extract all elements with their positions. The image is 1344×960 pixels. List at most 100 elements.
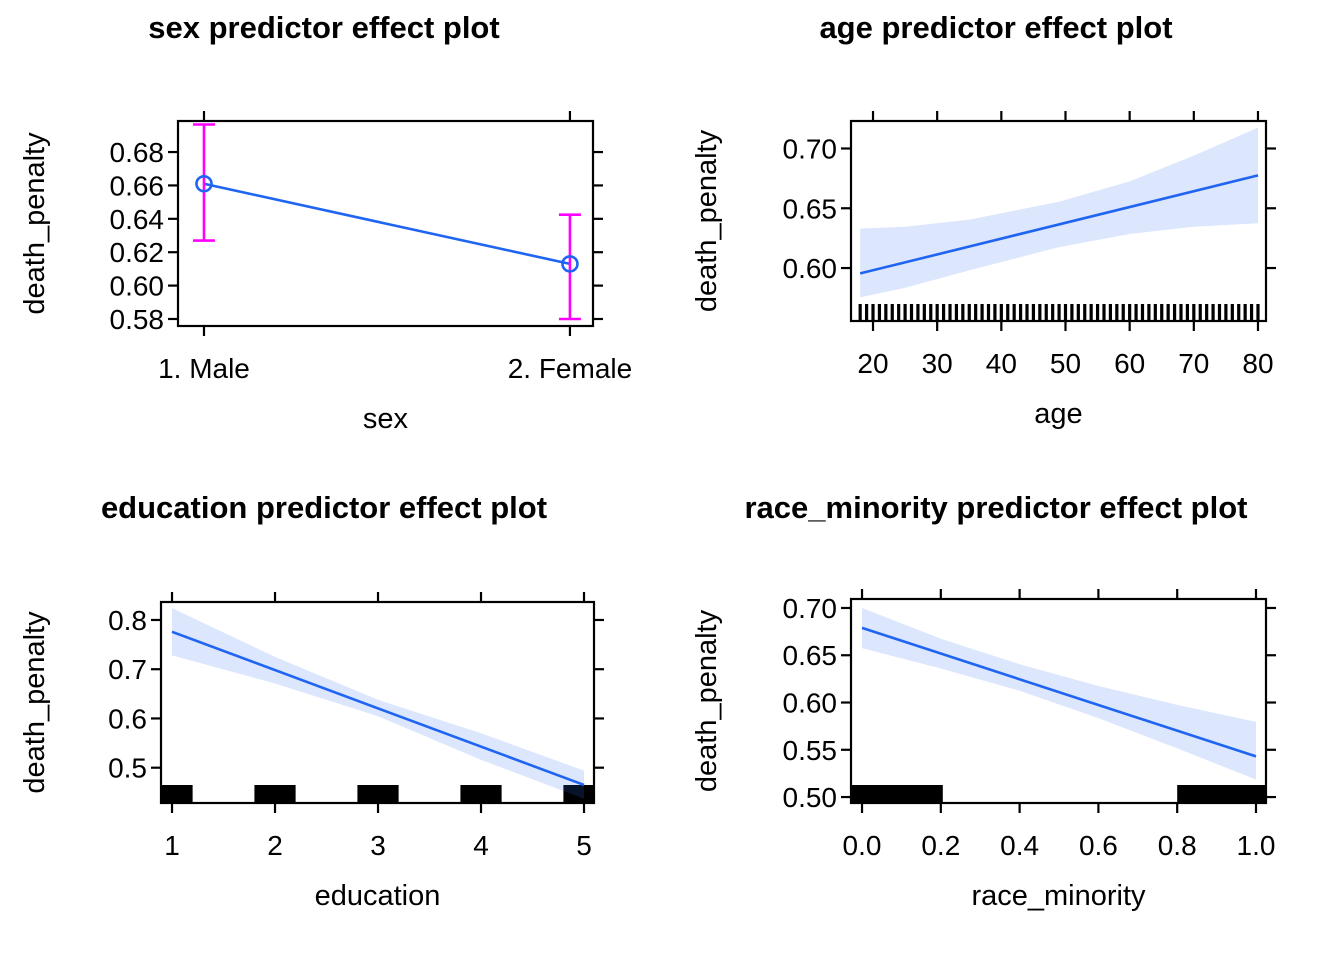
rug-tick	[1038, 304, 1042, 321]
rug-block	[1177, 785, 1266, 803]
fit-line	[203, 182, 571, 266]
rug-tick	[903, 304, 907, 321]
rug-tick	[1076, 304, 1080, 321]
y-axis-label: death_penalty	[691, 129, 723, 312]
y-tick-label: 0.65	[783, 640, 838, 671]
fit-line	[859, 174, 1259, 275]
rug-tick	[1211, 304, 1215, 321]
rug-tick	[954, 304, 959, 321]
x-tick-label: 0.8	[1158, 830, 1197, 861]
rug-tick	[1089, 304, 1093, 321]
rug-tick	[858, 304, 862, 321]
rug-tick	[909, 304, 914, 321]
plot-canvas: 0.0 0.2 0.4 0.6 0.8 1.0 0.50 0.55 0.60 0.65 0.70 ra…	[691, 589, 1276, 912]
axis-ticks	[151, 592, 604, 813]
rug-tick	[1147, 304, 1151, 321]
y-tick-label: 0.55	[783, 735, 838, 766]
error-bar	[558, 213, 581, 321]
x-tick-label: 70	[1178, 348, 1209, 379]
rug-tick	[1044, 304, 1048, 321]
x-tick-label: 2. Female	[508, 353, 633, 384]
panel-education: education predictor effect plot 1 2 3 4 5 0.5…	[0, 480, 672, 960]
rug-tick	[922, 304, 926, 321]
rug-tick	[916, 304, 920, 321]
rug-tick	[929, 304, 933, 321]
rug-marks	[851, 785, 1266, 803]
rug-tick	[1217, 304, 1222, 321]
y-tick-label: 0.70	[783, 133, 838, 164]
rug-tick	[1237, 304, 1241, 321]
y-axis-label: death_penalty	[691, 609, 723, 792]
x-tick-label: 3	[370, 830, 386, 861]
rug-tick	[1108, 304, 1113, 321]
rug-tick	[1115, 304, 1119, 321]
panel-race_minority: race_minority predictor effect plot 0.0 0…	[672, 480, 1344, 960]
rug-marks	[161, 785, 594, 803]
rug-tick	[961, 304, 965, 321]
rug-tick	[1018, 304, 1023, 321]
y-tick-label: 0.60	[783, 253, 838, 284]
rug-tick	[1160, 304, 1164, 321]
rug-tick	[999, 304, 1003, 321]
rug-tick	[1179, 304, 1183, 321]
y-tick-label: 0.60	[783, 688, 838, 719]
plot-canvas: 1 2 3 4 5 0.5 0.6 0.7 0.8 education death_penalty	[19, 592, 604, 912]
rug-tick	[974, 304, 978, 321]
y-tick-label: 0.60	[110, 271, 165, 302]
rug-tick	[1102, 304, 1106, 321]
rug-tick	[980, 304, 984, 321]
rug-tick	[1128, 304, 1132, 321]
x-tick-label: 5	[576, 830, 592, 861]
rug-tick	[1172, 304, 1177, 321]
confidence-band	[172, 608, 585, 799]
y-tick-label: 0.6	[108, 703, 147, 734]
x-tick-label: 0.6	[1079, 830, 1118, 861]
rug-tick	[935, 304, 939, 321]
rug-tick	[1095, 304, 1100, 321]
plot-box	[176, 119, 595, 328]
rug-block	[851, 785, 943, 803]
rug-tick	[1166, 304, 1170, 321]
rug-tick	[1224, 304, 1228, 321]
y-tick-label: 0.66	[110, 170, 165, 201]
panel-sex: sex predictor effect plot 1. Male 2. Fema…	[0, 0, 672, 480]
y-tick-label: 0.64	[110, 204, 165, 235]
y-tick-label: 0.62	[110, 237, 165, 268]
rug-tick	[1006, 304, 1010, 321]
rug-tick	[941, 304, 946, 321]
y-tick-label: 0.7	[108, 654, 147, 685]
error-bar	[192, 123, 215, 242]
rug-tick	[1134, 304, 1138, 321]
rug-tick	[1256, 304, 1260, 321]
y-tick-label: 0.5	[108, 753, 147, 784]
rug-tick	[877, 304, 882, 321]
x-axis-label: age	[1034, 398, 1082, 430]
x-tick-label: 30	[922, 348, 953, 379]
rug-tick	[884, 304, 888, 321]
plot-area	[161, 608, 594, 803]
rug-tick	[1051, 304, 1055, 321]
rug-tick	[1140, 304, 1145, 321]
rug-tick	[1249, 304, 1254, 321]
rug-tick	[948, 304, 952, 321]
x-tick-label: 20	[857, 348, 888, 379]
axis-ticks	[168, 111, 603, 336]
rug-tick	[864, 304, 869, 321]
x-tick-label: 60	[1114, 348, 1145, 379]
rug-tick	[1185, 304, 1190, 321]
x-tick-label: 2	[267, 830, 283, 861]
x-axis-label: sex	[363, 403, 409, 435]
x-tick-label: 80	[1242, 348, 1273, 379]
rug-block	[161, 785, 193, 803]
rug-tick	[1243, 304, 1247, 321]
plot-canvas: 1. Male 2. Female 0.580.600.620.640.660.68…	[19, 111, 633, 435]
panel-title: sex predictor effect plot	[148, 10, 500, 45]
panel-title: age predictor effect plot	[819, 10, 1173, 45]
confidence-band	[862, 607, 1256, 780]
x-tick-label: 50	[1050, 348, 1081, 379]
y-axis-label: death_penalty	[19, 611, 51, 794]
rug-tick	[1063, 304, 1068, 321]
rug-tick	[1230, 304, 1234, 321]
rug-tick	[1057, 304, 1061, 321]
fit-point	[561, 255, 579, 273]
